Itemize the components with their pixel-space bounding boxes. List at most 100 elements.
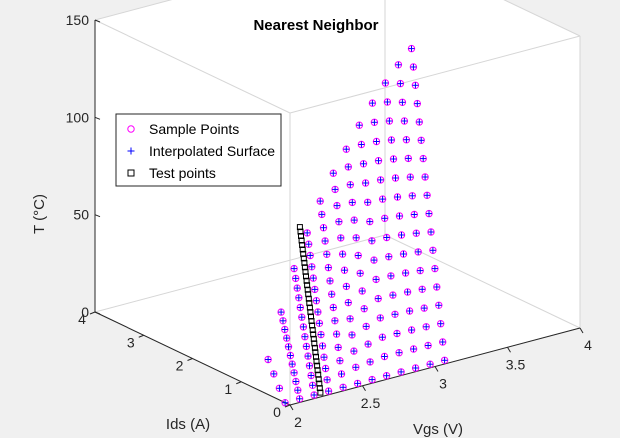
sample-point xyxy=(381,214,389,223)
interpolated-point xyxy=(301,333,308,340)
interpolated-point xyxy=(388,137,395,143)
interpolated-point xyxy=(359,288,366,294)
sample-point xyxy=(286,351,295,360)
interpolated-point xyxy=(401,118,408,124)
sample-point xyxy=(317,330,325,339)
interpolated-point xyxy=(381,215,388,222)
z-tick-label: 100 xyxy=(66,109,90,125)
sample-point xyxy=(288,360,296,368)
sample-point xyxy=(380,352,389,361)
y-tick-mark xyxy=(236,381,242,385)
interpolated-point xyxy=(347,181,354,188)
axes-box-edge xyxy=(94,19,291,114)
interpolated-point xyxy=(337,234,344,241)
interpolated-point xyxy=(304,229,311,236)
sample-point xyxy=(411,364,420,372)
y-tick-label: 0 xyxy=(273,404,281,420)
z-axis-label: T (°C) xyxy=(31,194,48,234)
sample-point xyxy=(387,272,395,280)
x-tick-label: 2 xyxy=(294,414,302,430)
interpolated-point xyxy=(333,331,340,338)
interpolated-point xyxy=(439,339,446,345)
interpolated-point xyxy=(343,283,350,290)
sample-point xyxy=(308,263,316,271)
sample-point xyxy=(419,154,427,163)
sample-point xyxy=(426,360,434,368)
interpolated-point xyxy=(395,61,402,68)
test-point xyxy=(316,380,323,387)
x-tick-label: 2.5 xyxy=(361,395,381,411)
sample-point xyxy=(279,317,287,325)
sample-point xyxy=(376,314,384,322)
sample-point xyxy=(303,229,311,237)
sample-point xyxy=(364,198,372,207)
interpolated-point xyxy=(410,346,417,352)
interpolated-point xyxy=(392,175,399,181)
sample-point xyxy=(394,61,403,69)
legend-label-sample-points: Sample Points xyxy=(149,121,239,137)
sample-point xyxy=(306,251,314,260)
interpolated-point xyxy=(350,348,357,355)
interpolated-point xyxy=(335,218,342,225)
interpolated-point xyxy=(294,285,301,292)
interpolated-point xyxy=(392,311,398,318)
x-tick-mark xyxy=(289,404,294,411)
interpolated-point xyxy=(325,388,332,395)
sample-point xyxy=(281,399,289,407)
interpolated-point xyxy=(417,267,424,274)
test-point xyxy=(306,300,313,307)
test-point xyxy=(310,331,317,338)
interpolated-point xyxy=(405,155,412,162)
y-tick-label: 1 xyxy=(224,381,232,397)
sample-point xyxy=(316,197,324,205)
sample-point xyxy=(295,395,304,403)
sample-point xyxy=(318,210,326,219)
sample-point xyxy=(311,285,319,294)
interpolated-point xyxy=(335,344,342,351)
interpolated-point xyxy=(311,286,318,293)
sample-point xyxy=(383,98,392,106)
interpolated-point xyxy=(295,294,302,301)
interpolated-point xyxy=(408,45,415,52)
interpolated-point xyxy=(340,384,347,391)
x-tick-mark xyxy=(434,366,439,372)
interpolated-point xyxy=(298,314,305,321)
x-tick-mark xyxy=(507,346,511,353)
sample-point xyxy=(348,198,356,207)
sample-point xyxy=(420,304,428,312)
sample-point xyxy=(368,99,377,107)
sample-point xyxy=(404,154,412,163)
sample-point xyxy=(336,357,344,365)
interpolated-point xyxy=(377,176,384,183)
test-point xyxy=(298,233,304,239)
interpolated-point xyxy=(386,118,393,124)
sample-point xyxy=(407,44,416,53)
interpolated-point xyxy=(424,192,431,199)
interpolated-point xyxy=(390,156,397,162)
interpolated-point xyxy=(399,99,406,106)
sample-point xyxy=(389,155,398,163)
interpolated-point xyxy=(278,309,285,316)
interpolated-point xyxy=(402,270,409,276)
sample-point xyxy=(408,192,416,200)
interpolated-point xyxy=(357,270,364,277)
x-tick-mark xyxy=(579,327,584,334)
sample-point xyxy=(422,323,430,331)
interpolated-point xyxy=(291,265,298,272)
sample-point xyxy=(275,384,284,392)
sample-point xyxy=(350,347,358,355)
sample-point xyxy=(293,284,301,292)
sample-point xyxy=(290,264,298,273)
sample-point xyxy=(342,282,351,291)
interpolated-point xyxy=(355,252,362,259)
sample-point xyxy=(352,234,360,242)
sample-point xyxy=(382,372,391,380)
sample-point xyxy=(292,274,300,283)
sample-point xyxy=(385,117,394,125)
interpolated-point xyxy=(394,330,400,337)
sample-point xyxy=(355,121,363,129)
interpolated-point xyxy=(336,357,343,364)
sample-point xyxy=(374,157,383,165)
z-tick-mark xyxy=(94,19,101,23)
y-tick-mark xyxy=(187,358,193,361)
